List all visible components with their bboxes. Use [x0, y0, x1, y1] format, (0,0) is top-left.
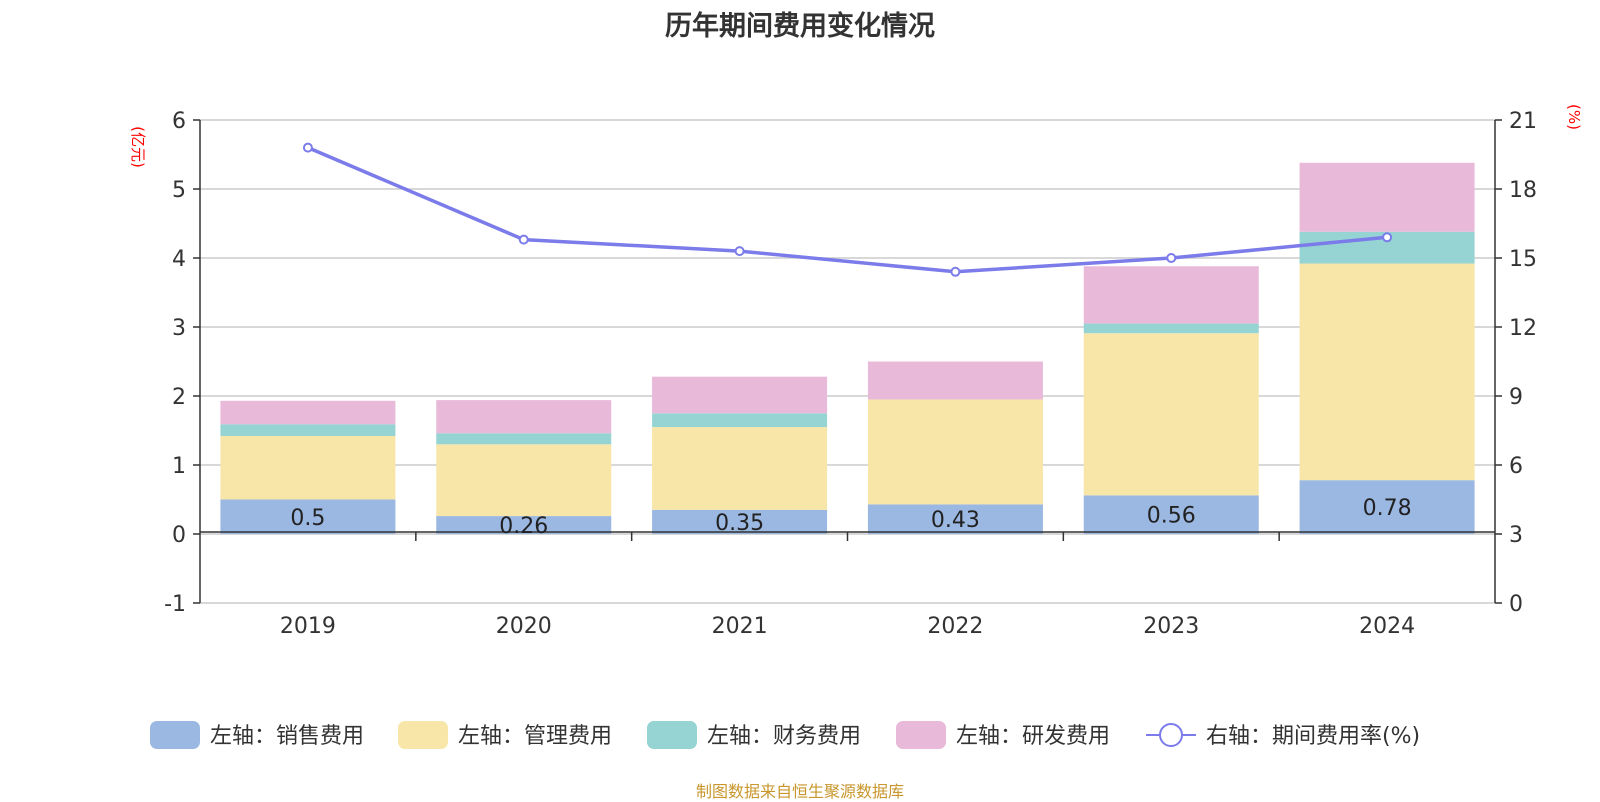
- legend-label: 右轴：期间费用率(%): [1206, 724, 1420, 749]
- rate-point: [734, 246, 745, 257]
- bar-segment: [220, 424, 396, 437]
- bar-segment: [1083, 266, 1259, 324]
- left-tick-label: 5: [172, 178, 186, 203]
- bar-segment: [220, 436, 396, 500]
- rate-line: [307, 145, 1388, 274]
- legend-swatch: [150, 721, 200, 749]
- line-layer: [302, 142, 1393, 277]
- bar-segment: [436, 433, 612, 445]
- bar-segment: [867, 399, 1043, 505]
- labels-layer: 0.5 0.26 0.35 0.43 0.56 0.78: [290, 496, 1411, 539]
- footer-source: 制图数据来自恒生聚源数据库: [695, 782, 904, 801]
- x-tick-label: 2020: [496, 614, 552, 639]
- data-label: 0.26: [499, 514, 548, 539]
- bar-segment: [1083, 323, 1259, 334]
- x-tick-label: 2023: [1143, 614, 1199, 639]
- right-tick-label: 15: [1509, 247, 1537, 272]
- left-axis-unit: (亿元): [129, 126, 147, 168]
- bar-segment: [1299, 162, 1475, 232]
- bar-segment: [652, 376, 828, 414]
- legend-label: 左轴：财务费用: [707, 724, 861, 749]
- bar-segment: [867, 504, 1043, 534]
- legend-swatch: [896, 721, 946, 749]
- rate-point: [950, 266, 961, 277]
- chart-title: 历年期间费用变化情况: [665, 11, 935, 42]
- x-tick-label: 2021: [712, 614, 768, 639]
- data-label: 0.56: [1147, 504, 1196, 529]
- bar-segment: [652, 509, 828, 534]
- rate-point: [518, 234, 529, 245]
- right-tick-label: 18: [1509, 178, 1537, 203]
- right-tick-label: 6: [1509, 454, 1523, 479]
- legend-swatch: [398, 721, 448, 749]
- left-tick-label: 6: [172, 109, 186, 134]
- rate-point: [302, 142, 313, 153]
- left-tick-label: 3: [172, 316, 186, 341]
- legend-layer: 左轴：销售费用 左轴：管理费用 左轴：财务费用 左轴：研发费用 右轴：期间费用率(%): [150, 721, 1420, 749]
- bar-segment: [1299, 480, 1475, 534]
- left-tick-label: -1: [164, 592, 186, 617]
- left-tick-label: 1: [172, 454, 186, 479]
- right-tick-label: 3: [1509, 523, 1523, 548]
- x-tick-label: 2022: [927, 614, 983, 639]
- right-tick-label: 12: [1509, 316, 1537, 341]
- data-label: 0.35: [715, 511, 764, 536]
- rate-point: [1166, 253, 1177, 263]
- left-tick-label: 4: [172, 247, 186, 272]
- bar-segment: [652, 427, 828, 510]
- right-tick-label: 21: [1509, 109, 1537, 134]
- data-label: 0.78: [1363, 496, 1412, 521]
- data-label: 0.5: [290, 506, 325, 531]
- x-tick-label: 2019: [280, 614, 336, 639]
- bar-segment: [436, 444, 612, 517]
- bar-segment: [1299, 263, 1475, 481]
- data-label: 0.43: [931, 508, 980, 533]
- bar-segment: [867, 361, 1043, 400]
- bar-segment: [652, 413, 828, 428]
- right-tick-label: 9: [1509, 385, 1523, 410]
- bar-segment: [220, 499, 396, 534]
- legend-label: 左轴：销售费用: [210, 724, 364, 749]
- left-tick-label: 0: [172, 523, 186, 548]
- right-axis-unit: (%): [1565, 104, 1583, 130]
- legend-swatch: [647, 721, 697, 749]
- right-tick-label: 0: [1509, 592, 1523, 617]
- x-tick-label: 2024: [1359, 614, 1415, 639]
- bar-segment: [220, 400, 396, 425]
- legend-marker: [1159, 723, 1183, 747]
- bar-segment: [1083, 495, 1259, 534]
- bar-segment: [436, 400, 612, 434]
- bar-segment: [1083, 333, 1259, 496]
- rate-point: [1382, 232, 1393, 243]
- bars-layer: [220, 162, 1475, 534]
- bar-segment: [436, 516, 612, 534]
- left-tick-label: 2: [172, 385, 186, 410]
- legend-label: 左轴：管理费用: [458, 724, 612, 749]
- legend-label: 左轴：研发费用: [956, 724, 1110, 749]
